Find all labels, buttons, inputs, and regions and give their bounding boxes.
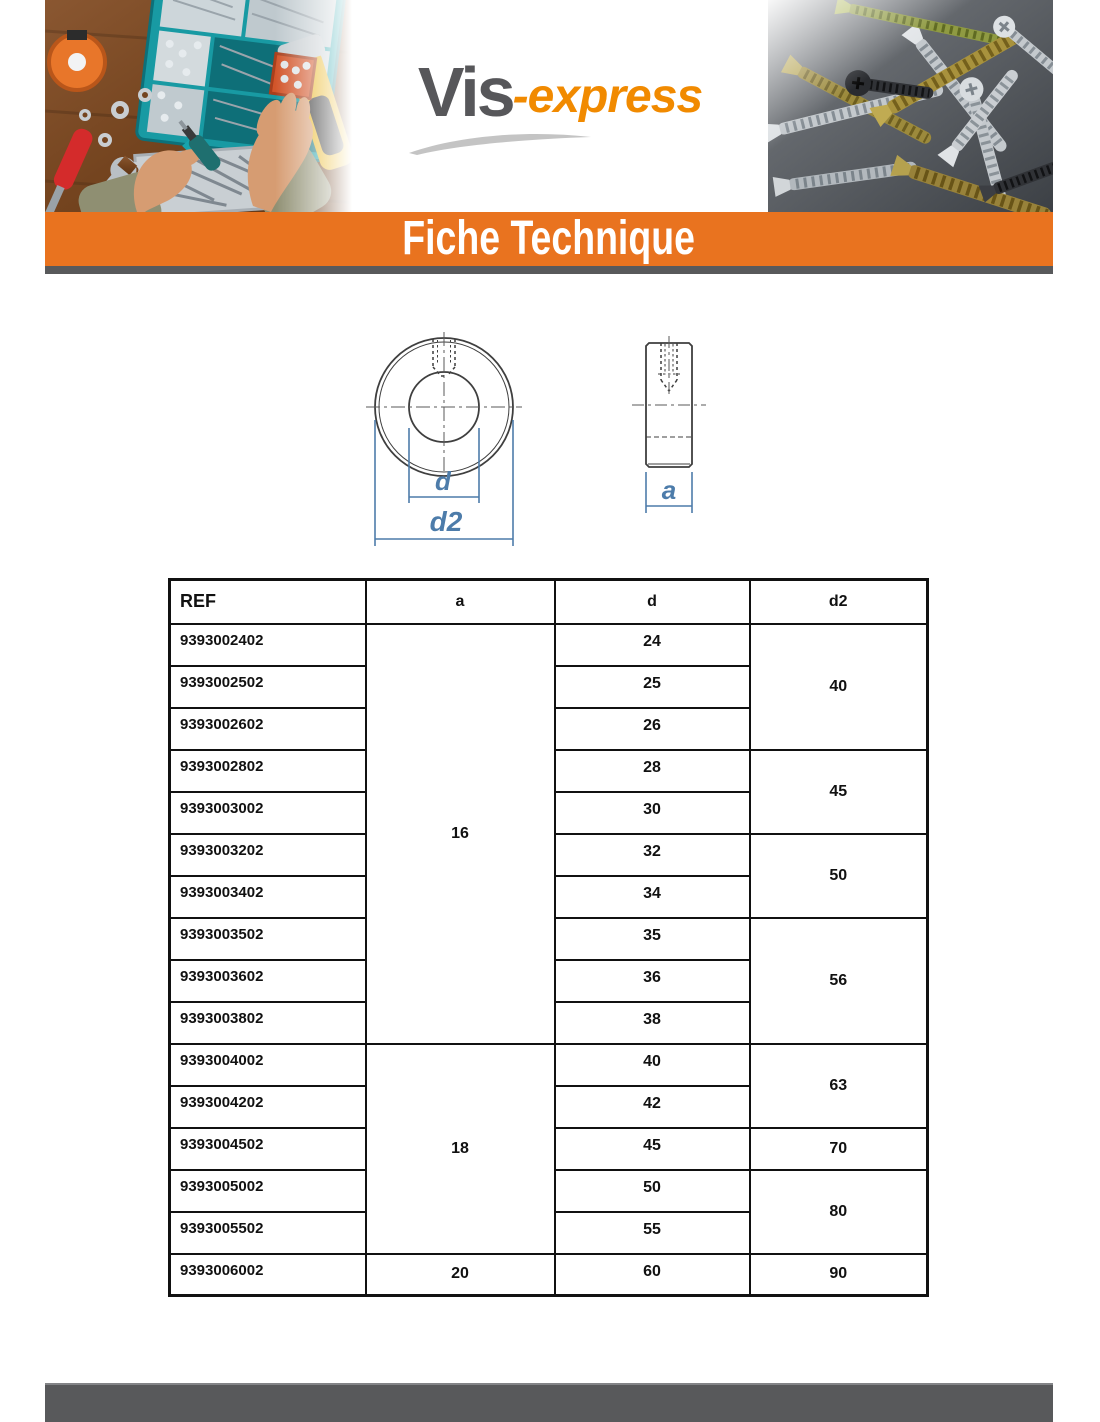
col-header-d: d	[553, 578, 751, 625]
ref-cell: 9393005002	[168, 1168, 367, 1213]
spec-table: REF a d d2 9393002402 16 24 40 939300250…	[168, 578, 929, 1297]
table-row: 9393002502 25	[168, 664, 928, 709]
table-row: 9393004002 18 40 63	[168, 1042, 929, 1255]
banner-underline-bar	[45, 266, 1053, 274]
d2-cell: 80	[748, 1168, 929, 1255]
d-cell: 50	[553, 1168, 751, 1213]
col-header-d2: d2	[748, 578, 929, 625]
d2-cell: 40	[748, 622, 929, 751]
table-row: 9393003402 34	[168, 874, 928, 919]
ref-cell: 9393002602	[168, 706, 367, 751]
table-row: 9393003002 30	[168, 790, 928, 835]
ref-cell: 9393004002	[168, 1042, 367, 1087]
logo-swoosh	[409, 133, 591, 155]
d-cell: 35	[553, 916, 751, 961]
table-row: 9393005002 50 80	[168, 1168, 929, 1255]
dim-label-d: d	[435, 466, 452, 496]
table-row: 9393002602 26	[168, 706, 928, 751]
logo-secondary-text: -express	[512, 70, 703, 123]
d2-cell: 90	[748, 1252, 929, 1297]
table-row: 9393003202 32 50	[168, 832, 929, 919]
dim-label-a: a	[662, 475, 676, 505]
table-row: 9393002402 16 24 40	[168, 622, 929, 1045]
table-row: 9393004202 42	[168, 1084, 928, 1129]
logo-primary-text: Vis	[417, 53, 516, 131]
d-cell: 24	[553, 622, 751, 667]
logo: Vis-express	[352, 0, 768, 212]
d-cell: 25	[553, 664, 751, 709]
ref-cell: 9393003802	[168, 1000, 367, 1045]
ref-cell: 9393003602	[168, 958, 367, 1003]
table-row: 9393003802 38	[168, 1000, 928, 1045]
a-cell: 16	[364, 622, 556, 1045]
page-title: Fiche Technique	[402, 212, 696, 265]
d2-cell: 63	[748, 1042, 929, 1129]
col-header-ref: REF	[168, 578, 367, 625]
ref-cell: 9393002502	[168, 664, 367, 709]
d-cell: 34	[553, 874, 751, 919]
ref-cell: 9393002402	[168, 622, 367, 667]
dim-label-d2: d2	[430, 506, 463, 537]
ref-cell: 9393003402	[168, 874, 367, 919]
ref-cell: 9393003002	[168, 790, 367, 835]
d-cell: 32	[553, 832, 751, 877]
d2-cell: 45	[748, 748, 929, 835]
d-cell: 28	[553, 748, 751, 793]
d-cell: 55	[553, 1210, 751, 1255]
d-cell: 40	[553, 1042, 751, 1087]
ref-cell: 9393004502	[168, 1126, 367, 1171]
d2-cell: 50	[748, 832, 929, 919]
d-cell: 42	[553, 1084, 751, 1129]
ref-cell: 9393004202	[168, 1084, 367, 1129]
screws-photo-art	[768, 0, 1053, 212]
workbench-photo	[45, 0, 352, 212]
workbench-photo-art	[45, 0, 352, 212]
ref-cell: 9393002802	[168, 748, 367, 793]
table-row: 9393003602 36	[168, 958, 928, 1003]
shaft-collar-diagram: d d2 a	[366, 332, 706, 546]
table-row: 9393004502 45 70	[168, 1126, 929, 1171]
d-cell: 38	[553, 1000, 751, 1045]
a-cell: 18	[364, 1042, 556, 1255]
table-header-row: REF a d d2	[168, 578, 929, 625]
table-row: 9393003502 35 56	[168, 916, 929, 1045]
d2-cell: 70	[748, 1126, 929, 1171]
table-row: 9393005502 55	[168, 1210, 928, 1255]
d-cell: 45	[553, 1126, 751, 1171]
d-cell: 36	[553, 958, 751, 1003]
ref-cell: 9393003502	[168, 916, 367, 961]
title-banner: Fiche Technique	[45, 212, 1053, 266]
ref-cell: 9393006002	[168, 1252, 367, 1297]
footer-bar	[45, 1383, 1053, 1422]
ref-cell: 9393005502	[168, 1210, 367, 1255]
d2-cell: 56	[748, 916, 929, 1045]
screws-photo	[768, 0, 1053, 212]
d-cell: 60	[553, 1252, 751, 1297]
col-header-a: a	[364, 578, 556, 625]
d-cell: 30	[553, 790, 751, 835]
table-row: 9393002802 28 45	[168, 748, 929, 835]
a-cell: 20	[364, 1252, 556, 1297]
ref-cell: 9393003202	[168, 832, 367, 877]
d-cell: 26	[553, 706, 751, 751]
table-row: 9393006002 20 60 90	[168, 1252, 929, 1297]
